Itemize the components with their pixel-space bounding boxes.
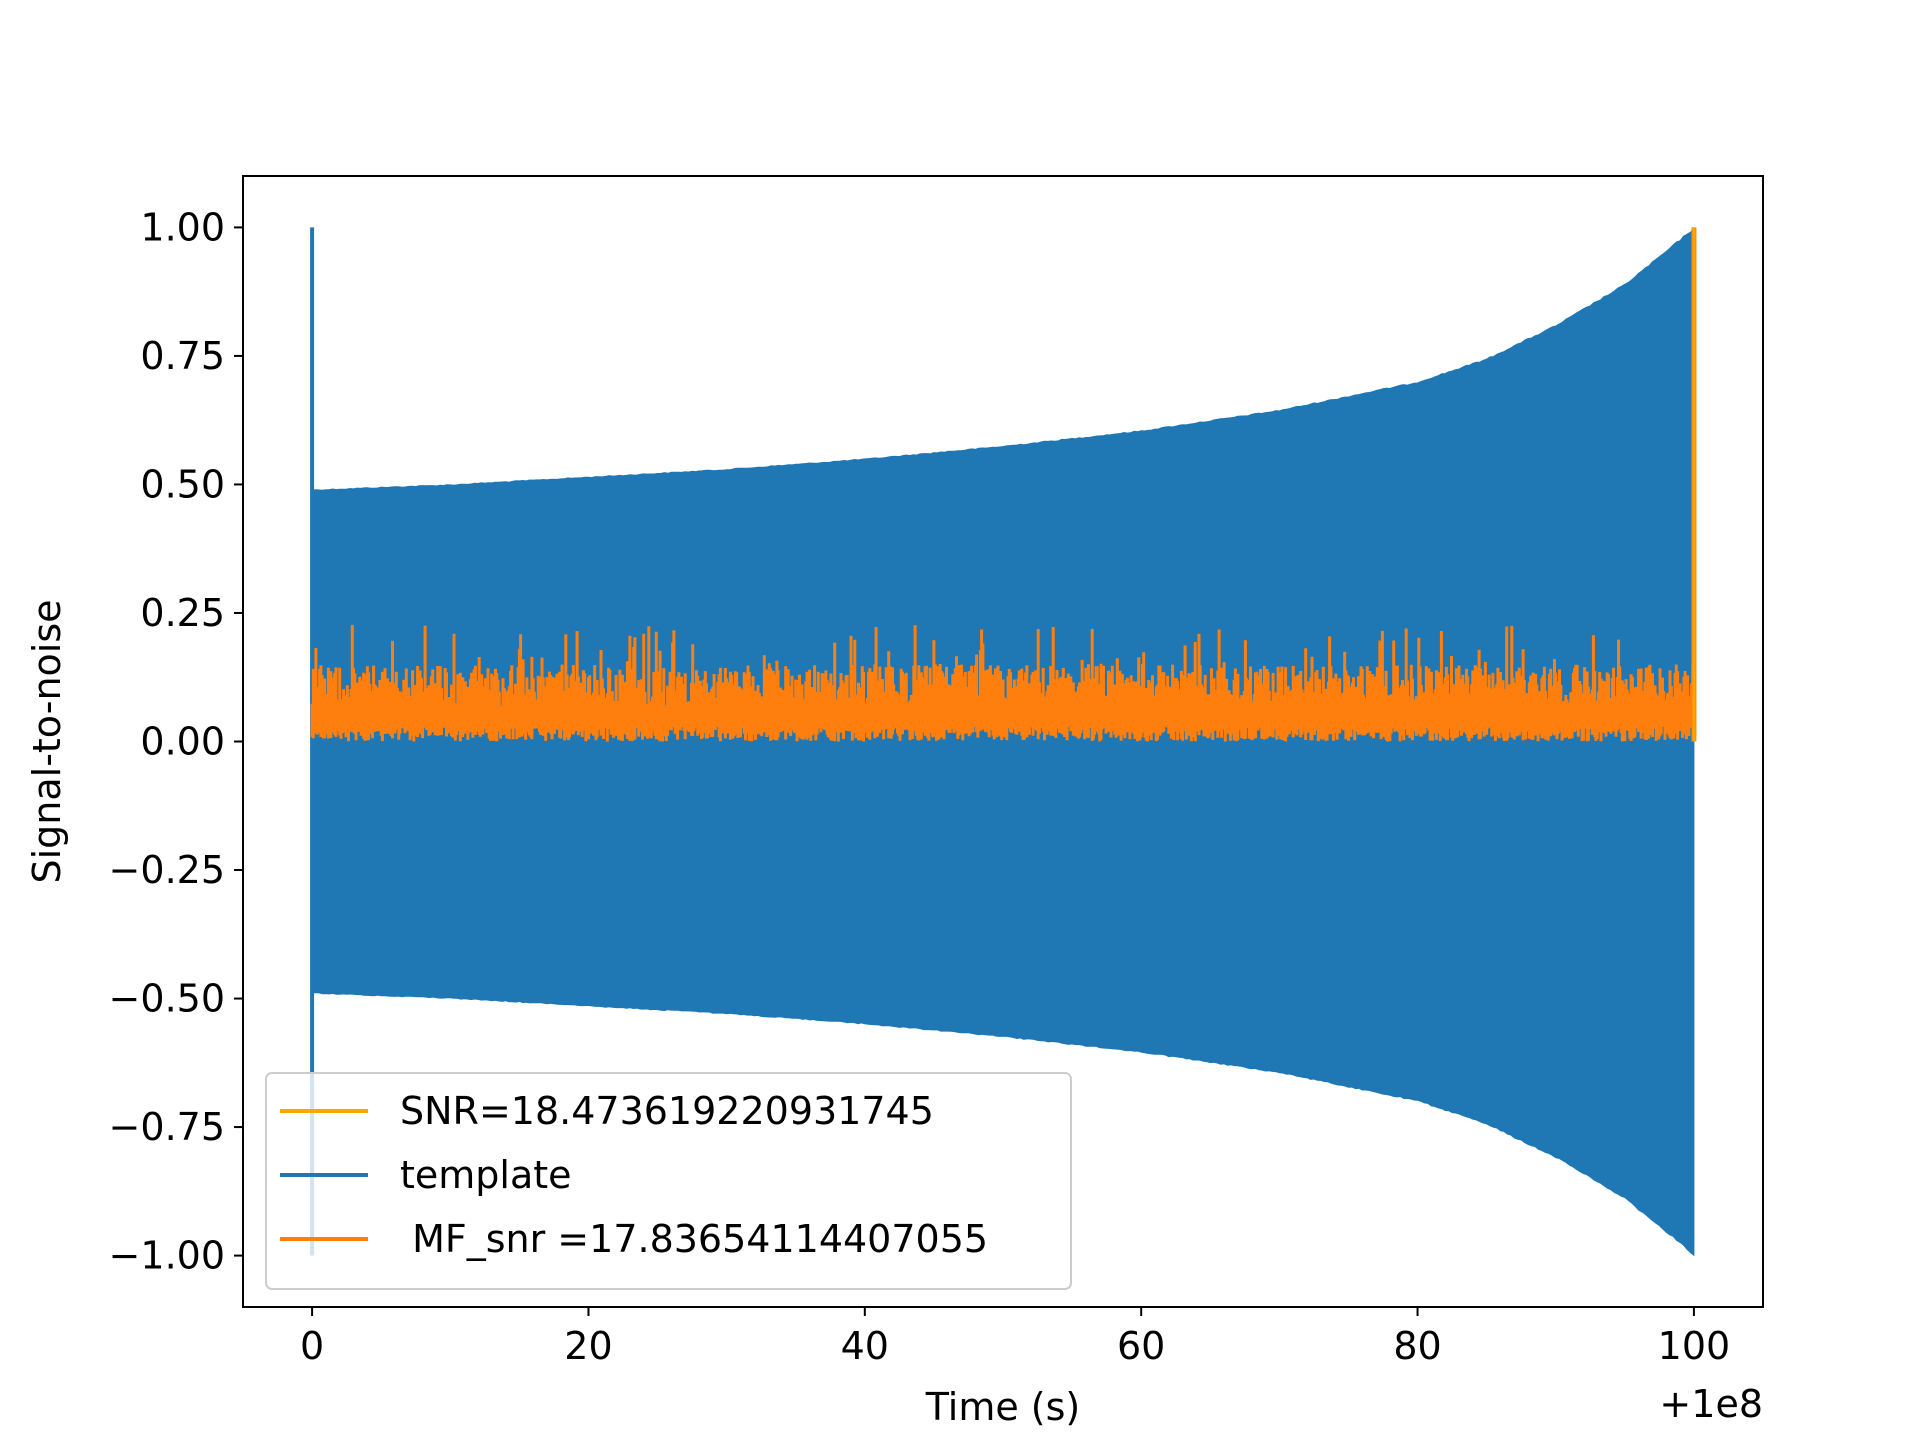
legend-box <box>265 1072 1072 1290</box>
mf-snr-series-band <box>310 624 1696 742</box>
x-tick-label: 100 <box>1658 1324 1731 1368</box>
x-tick-label: 60 <box>1117 1324 1165 1368</box>
x-tick-label: 80 <box>1393 1324 1441 1368</box>
legend-entry-mf-snr: MF_snr =17.83654114407055 <box>400 1217 988 1261</box>
x-axis-label: Time (s) <box>925 1385 1081 1429</box>
x-tick-label: 40 <box>841 1324 889 1368</box>
x-tick-label: 20 <box>564 1324 612 1368</box>
y-axis-label: Signal-to-noise <box>25 599 69 883</box>
y-tick-label: 0.50 <box>140 462 225 506</box>
x-tick-label: 0 <box>300 1324 324 1368</box>
y-tick-label: 1.00 <box>140 205 225 249</box>
template-series-envelope <box>311 227 1695 1257</box>
y-tick-label: 0.25 <box>140 591 225 635</box>
legend-entry-snr: SNR=18.473619220931745 <box>400 1089 934 1133</box>
y-tick-label: 0.75 <box>140 334 225 378</box>
legend: SNR=18.473619220931745 template MF_snr =… <box>265 1072 1072 1290</box>
y-tick-label: −0.50 <box>109 977 225 1021</box>
legend-entry-template: template <box>400 1153 572 1197</box>
y-tick-label: 0.00 <box>140 720 225 764</box>
y-axis-ticks: 1.00 0.75 0.50 0.25 0.00 −0.25 −0.50 −0.75 −1.00 <box>109 205 243 1278</box>
x-axis-ticks: 0 20 40 60 80 100 <box>300 1307 1730 1368</box>
y-tick-label: −0.25 <box>109 848 225 892</box>
y-tick-label: −1.00 <box>109 1234 225 1278</box>
y-tick-label: −0.75 <box>109 1105 225 1149</box>
plot-area <box>310 227 1697 1257</box>
x-axis-offset-label: +1e8 <box>1659 1382 1763 1426</box>
